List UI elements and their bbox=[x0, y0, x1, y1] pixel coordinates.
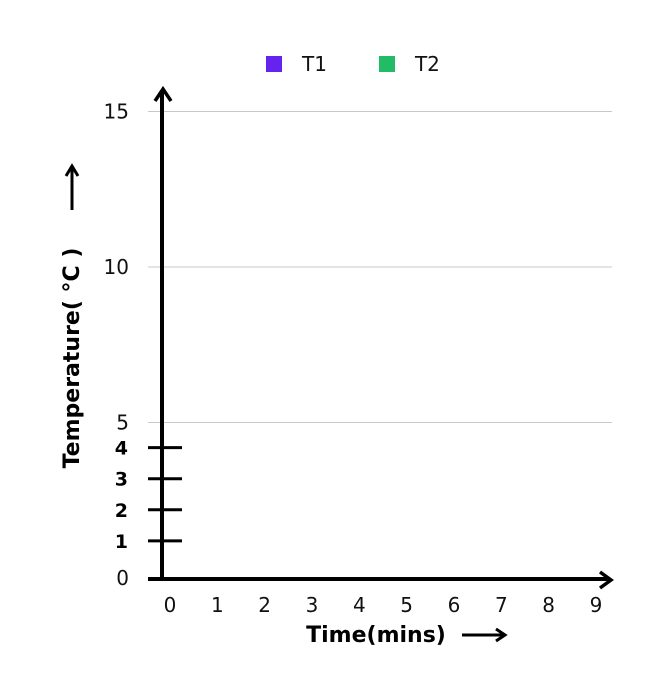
x-axis-title: Time(mins) bbox=[306, 623, 446, 648]
y-minor-tick-label: 3 bbox=[115, 469, 128, 491]
x-tick-label: 5 bbox=[400, 593, 413, 617]
x-axis-title-arrowhead bbox=[495, 627, 508, 643]
x-tick-label: 6 bbox=[448, 593, 461, 617]
y-axis-title-arrowhead bbox=[64, 163, 80, 177]
x-tick-label: 7 bbox=[495, 593, 508, 617]
x-axis-arrow bbox=[598, 570, 614, 590]
legend-label-t1: T1 bbox=[302, 52, 327, 76]
x-tick-label: 0 bbox=[164, 593, 177, 617]
x-tick-label: 8 bbox=[542, 593, 555, 617]
y-minor-tick-label: 4 bbox=[115, 438, 128, 460]
x-tick-label: 9 bbox=[590, 593, 603, 617]
legend-item-t2: T2 bbox=[378, 52, 440, 76]
legend-swatch-t2 bbox=[378, 56, 395, 72]
y-tick-label: 5 bbox=[116, 411, 129, 435]
x-tick-label: 4 bbox=[353, 593, 366, 617]
legend-item-t1: T1 bbox=[266, 52, 327, 76]
y-axis-arrow bbox=[153, 85, 173, 102]
x-tick-label: 2 bbox=[258, 593, 271, 617]
y-tick-label: 10 bbox=[104, 255, 129, 279]
x-tick-label: 3 bbox=[306, 593, 319, 617]
y-tick-label: 0 bbox=[116, 566, 129, 590]
y-axis-title: Temperature( °C ) bbox=[60, 248, 85, 469]
legend: T1 T2 bbox=[266, 52, 492, 76]
x-tick-label: 1 bbox=[211, 593, 224, 617]
legend-swatch-t1 bbox=[266, 56, 282, 72]
y-minor-tick-label: 2 bbox=[115, 500, 128, 522]
y-minor-tick-label: 1 bbox=[115, 531, 128, 553]
y-tick-label: 15 bbox=[104, 100, 129, 124]
legend-label-t2: T2 bbox=[414, 52, 440, 76]
